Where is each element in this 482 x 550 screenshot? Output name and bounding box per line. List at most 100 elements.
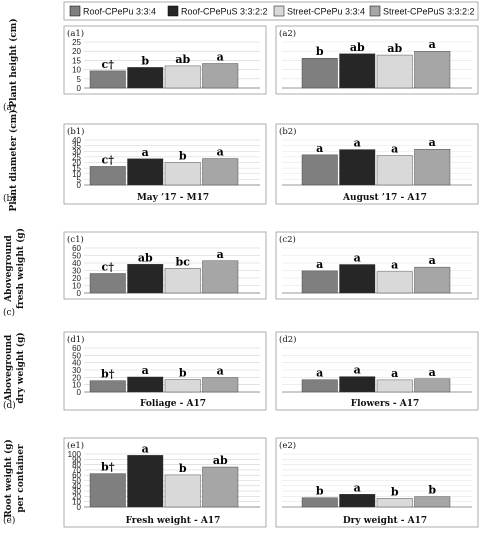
bar <box>339 149 376 186</box>
row-annotations: Plant height (cm)(a) <box>3 18 19 113</box>
bar <box>414 51 451 89</box>
y-tick-label: 5 <box>77 75 82 84</box>
legend-swatch <box>69 5 81 17</box>
y-tick-label: 20 <box>72 159 81 168</box>
y-tick-label: 60 <box>72 471 81 480</box>
bar <box>376 54 413 89</box>
bar <box>127 376 164 393</box>
panel-frame <box>63 331 267 411</box>
significance-letter: a <box>217 365 224 378</box>
significance-letter: a <box>217 248 224 261</box>
y-tick-label: 0 <box>77 84 82 93</box>
significance-letter: bc <box>176 255 191 268</box>
panel-frame <box>275 437 479 528</box>
significance-letter: ab <box>387 42 402 55</box>
significance-letter: a <box>429 254 436 267</box>
row-annotations: Aboveground fresh weight (g)(c) <box>3 228 26 318</box>
legend: Roof-CPePu 3:3:4 Roof-CPePuS 3:3:2:2 Stree… <box>63 1 479 21</box>
x-group-label: Flowers - A17 <box>351 399 420 409</box>
y-tick-label: 15 <box>72 56 81 65</box>
significance-letter: a <box>316 367 323 380</box>
significance-letter: a <box>217 146 224 159</box>
y-axis-title: dry weight (g) <box>15 332 26 403</box>
y-tick-label: 10 <box>72 66 81 75</box>
significance-letter: ab <box>138 251 153 264</box>
y-axis-title: per container <box>16 444 26 513</box>
bar <box>202 63 239 89</box>
y-tick-label: 70 <box>72 466 81 475</box>
y-tick-label: 50 <box>72 477 81 486</box>
bar <box>202 466 239 508</box>
panel-frame <box>275 331 479 411</box>
panel-frame <box>63 25 267 95</box>
y-tick-label: 40 <box>72 136 81 145</box>
bar <box>164 162 201 186</box>
bar <box>164 268 201 294</box>
y-tick-label: 10 <box>72 381 81 390</box>
significance-letter: ab <box>213 454 228 467</box>
bar <box>414 266 451 294</box>
y-tick-label: 10 <box>72 170 81 179</box>
significance-letter: b† <box>101 368 115 381</box>
significance-letter: a <box>142 364 149 377</box>
y-tick-label: 60 <box>72 344 81 353</box>
y-tick-label: 20 <box>72 274 81 283</box>
bar <box>339 53 376 89</box>
y-axis-title: Plant height (cm) <box>8 18 19 107</box>
significance-letter: c† <box>102 58 115 71</box>
x-group-label: Dry weight - A17 <box>343 516 427 526</box>
bar <box>202 158 239 186</box>
significance-letter: a <box>217 51 224 64</box>
y-tick-label: 0 <box>77 388 82 397</box>
bar <box>127 264 164 294</box>
significance-letter: a <box>354 364 361 377</box>
panel-b2: (b2) a a a a August ’17 - A17 <box>275 123 479 205</box>
bar <box>301 497 338 508</box>
legend-label: Roof-CPePu 3:3:4 <box>83 7 156 17</box>
significance-letter: a <box>142 146 149 159</box>
bar <box>339 494 376 508</box>
panel-d2: (d2) a a a a Flowers - A17 <box>275 331 479 411</box>
y-tick-label: 35 <box>72 142 81 151</box>
bar <box>89 273 126 294</box>
y-tick-label: 20 <box>72 492 81 501</box>
panel-frame <box>63 123 267 205</box>
bar <box>376 379 413 393</box>
panel-tag: (d2) <box>279 334 296 345</box>
bar <box>339 264 376 294</box>
legend-label: Street-CPePuS 3:3:2:2 <box>383 7 475 17</box>
x-group-label: Foliage - A17 <box>140 399 206 409</box>
row-tag: (b) <box>3 193 16 204</box>
bar <box>339 376 376 393</box>
y-tick-label: 0 <box>77 181 82 190</box>
y-axis-title: Root weight (g) <box>3 439 14 518</box>
bar <box>376 155 413 186</box>
y-tick-label: 20 <box>72 47 81 56</box>
y-tick-label: 40 <box>72 259 81 268</box>
significance-letter: a <box>429 38 436 51</box>
panel-tag: (a2) <box>279 28 296 39</box>
bar <box>127 158 164 186</box>
bar <box>376 271 413 294</box>
panel-tag: (e1) <box>67 440 84 451</box>
row-annotations: Aboveground dry weight (g)(d) <box>3 332 26 411</box>
row-annotations: Root weight (g) per container(e) <box>3 439 26 526</box>
significance-letter: a <box>316 142 323 155</box>
panel-tag: (b1) <box>67 126 84 137</box>
significance-letter: b <box>428 484 436 497</box>
legend-label: Street-CPePu 3:3:4 <box>287 7 365 17</box>
bar <box>414 378 451 393</box>
y-tick-label: 100 <box>68 450 82 459</box>
y-tick-label: 50 <box>72 351 81 360</box>
y-tick-label: 10 <box>72 498 81 507</box>
bar <box>89 380 126 393</box>
significance-letter: a <box>354 252 361 265</box>
y-tick-label: 30 <box>72 487 81 496</box>
panel-tag: (b2) <box>279 126 296 137</box>
bar <box>414 149 451 186</box>
